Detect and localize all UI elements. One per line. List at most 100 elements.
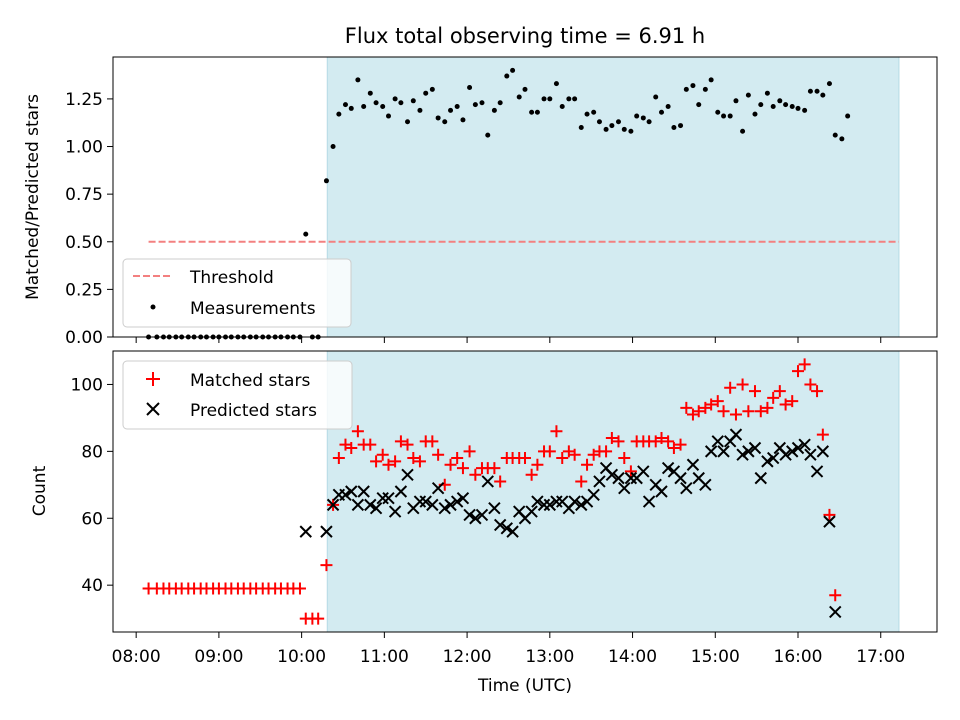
legend-predicted-label: Predicted stars xyxy=(190,401,317,421)
matched-star-point xyxy=(767,391,780,404)
measurement-point xyxy=(789,104,795,110)
matched-star-point xyxy=(293,582,306,595)
measurement-point xyxy=(398,100,404,106)
top-observing-span xyxy=(326,56,900,338)
predicted-star-point xyxy=(686,458,700,471)
predicted-star-point xyxy=(704,445,718,458)
matched-star-point xyxy=(705,398,718,411)
predicted-star-point xyxy=(754,471,767,485)
predicted-star-point xyxy=(587,488,600,502)
measurement-point xyxy=(467,84,473,90)
measurement-point xyxy=(591,109,597,115)
measurement-point xyxy=(696,102,702,108)
matched-star-point xyxy=(469,468,482,481)
bottom-y-tick-label: 80 xyxy=(81,442,103,462)
measurement-point xyxy=(355,77,361,83)
predicted-star-point xyxy=(401,468,414,481)
measurement-point xyxy=(615,119,621,125)
measurement-point xyxy=(578,124,584,130)
predicted-star-point xyxy=(618,481,631,495)
predicted-star-point xyxy=(426,498,439,512)
measurement-point xyxy=(702,86,708,92)
matched-star-point xyxy=(345,442,358,455)
top-y-tick-label: 1.00 xyxy=(65,138,103,158)
matched-star-point xyxy=(463,445,476,458)
predicted-star-point xyxy=(642,495,656,508)
predicted-star-point xyxy=(829,605,842,619)
top-y-tick-label: 0.75 xyxy=(65,185,103,205)
matched-star-point xyxy=(531,458,544,471)
measurement-point xyxy=(529,109,535,115)
measurement-point xyxy=(541,96,547,102)
matched-star-point xyxy=(389,455,402,468)
measurement-point xyxy=(367,90,373,96)
matched-star-point xyxy=(332,452,345,465)
matched-star-point xyxy=(662,435,675,448)
predicted-star-point xyxy=(729,428,743,441)
measurement-point xyxy=(678,123,684,129)
x-tick-label: 17:00 xyxy=(856,647,905,667)
bottom-y-tick-label: 100 xyxy=(71,375,103,395)
measurement-point xyxy=(777,98,783,104)
matched-star-point xyxy=(816,428,829,441)
measurement-point xyxy=(572,96,578,102)
predicted-star-point xyxy=(364,498,377,512)
matched-star-point xyxy=(742,405,755,418)
predicted-star-point xyxy=(680,481,693,495)
predicted-star-point xyxy=(612,471,625,485)
predicted-star-point xyxy=(804,448,817,461)
matched-star-point xyxy=(351,425,364,438)
measurement-point xyxy=(683,86,689,92)
matched-star-point xyxy=(724,381,737,394)
measurement-point xyxy=(721,113,727,119)
matched-star-point xyxy=(748,385,761,398)
measurement-point xyxy=(634,113,640,119)
measurement-point xyxy=(460,117,466,123)
matched-star-point xyxy=(804,378,817,391)
bottom-y-ticks: 40 60 80 100 xyxy=(71,375,113,596)
measurement-point xyxy=(814,88,820,94)
predicted-star-point xyxy=(531,495,544,508)
measurement-point xyxy=(745,92,751,98)
matched-star-point xyxy=(556,452,569,465)
predicted-star-point xyxy=(717,445,730,458)
matched-star-point xyxy=(736,378,749,391)
measurement-point xyxy=(845,113,851,119)
x-tick-label: 16:00 xyxy=(774,647,823,667)
measurement-point xyxy=(826,81,832,87)
measurement-point xyxy=(479,100,485,106)
measurement-point xyxy=(646,119,652,125)
bottom-x-ticks: 08:00 09:00 10:00 11:00 12:00 13:00 14:00 15:00… xyxy=(112,632,905,667)
top-y-tick-label: 1.25 xyxy=(65,90,103,110)
predicted-star-point xyxy=(655,485,668,498)
measurement-point xyxy=(727,113,733,119)
matched-star-point xyxy=(674,438,687,451)
legend-matched-label: Matched stars xyxy=(190,371,310,391)
predicted-star-point xyxy=(624,471,638,485)
matched-star-point xyxy=(519,452,531,465)
top-y-tick-label: 0.50 xyxy=(65,233,103,253)
measurement-point xyxy=(330,144,336,150)
matched-star-point xyxy=(370,455,383,468)
matched-star-point xyxy=(312,612,325,625)
measurement-point xyxy=(504,73,510,79)
x-tick-label: 08:00 xyxy=(112,647,161,667)
x-tick-label: 09:00 xyxy=(194,647,243,667)
measurement-point xyxy=(708,77,714,83)
matched-star-point xyxy=(581,458,594,471)
matched-star-point xyxy=(376,448,389,461)
matched-star-point xyxy=(711,395,724,408)
measurement-point xyxy=(764,90,770,96)
predicted-star-point xyxy=(376,491,389,505)
matched-star-point xyxy=(364,438,377,451)
measurement-point xyxy=(807,88,813,94)
legend-predicted-swatch xyxy=(146,402,160,416)
predicted-star-point xyxy=(493,518,507,532)
measurement-point xyxy=(348,105,354,111)
predicted-star-point xyxy=(382,491,395,505)
measurement-point xyxy=(671,124,677,130)
matched-star-point xyxy=(494,475,507,488)
predicted-star-point xyxy=(525,505,538,518)
top-y-ticks: 0.00 0.25 0.50 0.75 1.00 1.25 xyxy=(65,90,113,348)
predicted-star-point xyxy=(637,465,650,478)
